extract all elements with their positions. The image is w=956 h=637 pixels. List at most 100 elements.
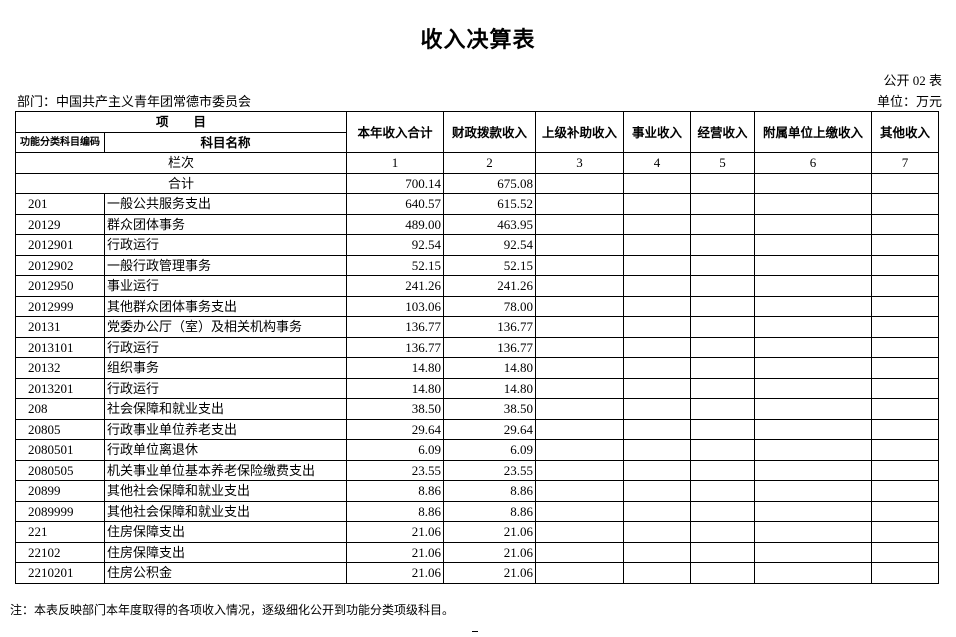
amount-cell <box>871 336 940 358</box>
amount-cell <box>535 213 625 235</box>
footnote: 注：本表反映部门本年度取得的各项收入情况，逐级细化公开到功能分类项级科目。 <box>10 603 455 617</box>
amount-cell <box>623 377 692 399</box>
amount-cell: 14.80 <box>443 377 537 399</box>
table-row: 2080501 行政单位离退休 6.09 6.09 <box>15 439 940 461</box>
subject-name: 住房保障支出 <box>103 541 348 563</box>
amount-cell <box>690 213 756 235</box>
total-label: 合计 <box>14 172 348 194</box>
amount-cell <box>871 193 940 215</box>
amount-cell <box>535 193 625 215</box>
subject-name: 其他社会保障和就业支出 <box>103 480 348 502</box>
table-row: 20899 其他社会保障和就业支出 8.86 8.86 <box>15 480 940 502</box>
index-cell: 4 <box>623 152 692 174</box>
amount-cell <box>690 459 756 481</box>
amount-cell <box>690 336 756 358</box>
amount-cell <box>754 213 873 235</box>
amount-cell <box>871 213 940 235</box>
subject-name: 党委办公厅（室）及相关机构事务 <box>103 316 348 338</box>
amount-cell <box>535 480 625 502</box>
amount-cell <box>871 254 940 276</box>
col-header: 附属单位上缴收入 <box>754 111 873 153</box>
table-row: 2012902 一般行政管理事务 52.15 52.15 <box>15 254 940 276</box>
table-row: 221 住房保障支出 21.06 21.06 <box>15 521 940 543</box>
form-number: 公开 02 表 <box>883 73 942 88</box>
total-cell: 700.14 <box>346 172 445 194</box>
index-cell: 6 <box>754 152 873 174</box>
amount-cell <box>535 439 625 461</box>
amount-cell <box>754 377 873 399</box>
amount-cell <box>690 398 756 420</box>
subject-code: 2012999 <box>15 295 105 317</box>
index-cell: 5 <box>690 152 756 174</box>
subject-code: 2089999 <box>15 500 105 522</box>
amount-cell <box>623 418 692 440</box>
subject-code: 208 <box>15 398 105 420</box>
amount-cell <box>754 562 873 584</box>
amount-cell <box>623 234 692 256</box>
amount-cell <box>535 521 625 543</box>
subject-name: 行政运行 <box>103 377 348 399</box>
amount-cell <box>754 234 873 256</box>
subject-code: 2012950 <box>15 275 105 297</box>
amount-cell: 136.77 <box>443 336 537 358</box>
subject-code: 2012902 <box>15 254 105 276</box>
table-row: 20132 组织事务 14.80 14.80 <box>15 357 940 379</box>
total-cell <box>754 172 873 194</box>
amount-cell: 8.86 <box>346 480 445 502</box>
amount-cell <box>754 336 873 358</box>
total-cell <box>690 172 756 194</box>
table-row: 208 社会保障和就业支出 38.50 38.50 <box>15 398 940 420</box>
amount-cell: 6.09 <box>443 439 537 461</box>
amount-cell: 78.00 <box>443 295 537 317</box>
amount-cell <box>690 254 756 276</box>
amount-cell: 29.64 <box>346 418 445 440</box>
amount-cell <box>871 357 940 379</box>
subject-name: 住房公积金 <box>103 562 348 584</box>
amount-cell <box>871 275 940 297</box>
amount-cell <box>535 398 625 420</box>
subject-name: 一般行政管理事务 <box>103 254 348 276</box>
amount-cell <box>871 377 940 399</box>
subject-name: 行政运行 <box>103 336 348 358</box>
amount-cell <box>871 295 940 317</box>
amount-cell <box>754 439 873 461</box>
table-row: 2012950 事业运行 241.26 241.26 <box>15 275 940 297</box>
subject-code: 20129 <box>15 213 105 235</box>
amount-cell: 136.77 <box>346 316 445 338</box>
code-header: 功能分类科目编码 <box>15 131 105 153</box>
amount-cell: 52.15 <box>443 254 537 276</box>
subject-name: 其他社会保障和就业支出 <box>103 500 348 522</box>
amount-cell: 92.54 <box>443 234 537 256</box>
table-row: 2012901 行政运行 92.54 92.54 <box>15 234 940 256</box>
col-header: 上级补助收入 <box>535 111 625 153</box>
subject-code: 20132 <box>15 357 105 379</box>
amount-cell: 38.50 <box>443 398 537 420</box>
amount-cell: 463.95 <box>443 213 537 235</box>
amount-cell <box>623 254 692 276</box>
item-header: 项 目 <box>14 111 348 133</box>
table-row: 2089999 其他社会保障和就业支出 8.86 8.86 <box>15 500 940 522</box>
page-title: 收入决算表 <box>420 28 536 53</box>
col-header: 本年收入合计 <box>346 111 445 153</box>
amount-cell <box>871 234 940 256</box>
amount-cell <box>690 439 756 461</box>
subject-code: 2210201 <box>15 562 105 584</box>
amount-cell <box>690 418 756 440</box>
table-row: 20805 行政事业单位养老支出 29.64 29.64 <box>15 418 940 440</box>
amount-cell <box>690 541 756 563</box>
subject-name: 行政运行 <box>103 234 348 256</box>
amount-cell: 241.26 <box>443 275 537 297</box>
amount-cell <box>754 275 873 297</box>
table-row: 2012999 其他群众团体事务支出 103.06 78.00 <box>15 295 940 317</box>
subject-name: 行政单位离退休 <box>103 439 348 461</box>
amount-cell <box>754 193 873 215</box>
subject-name: 事业运行 <box>103 275 348 297</box>
index-cell: 7 <box>871 152 940 174</box>
amount-cell <box>535 336 625 358</box>
amount-cell <box>690 357 756 379</box>
table-row: 2013201 行政运行 14.80 14.80 <box>15 377 940 399</box>
amount-cell <box>623 336 692 358</box>
amount-cell <box>623 500 692 522</box>
amount-cell <box>754 541 873 563</box>
subject-code: 20899 <box>15 480 105 502</box>
